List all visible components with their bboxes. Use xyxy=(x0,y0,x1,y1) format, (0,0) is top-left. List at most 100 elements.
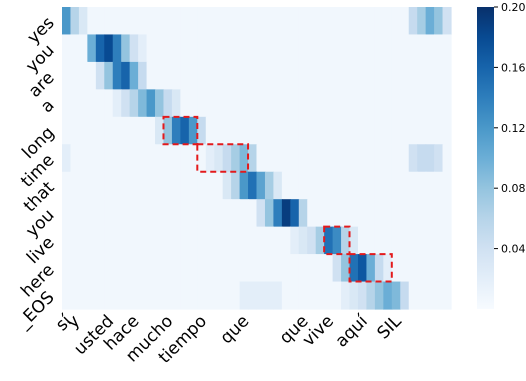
heatmap-cell xyxy=(349,281,359,310)
heatmap-cell xyxy=(231,7,241,36)
heatmap-cell xyxy=(349,144,359,173)
heatmap-cell xyxy=(248,144,258,173)
heatmap-cell xyxy=(357,144,368,173)
heatmap-cell xyxy=(171,281,181,310)
heatmap-cell xyxy=(366,116,376,145)
heatmap-cell xyxy=(281,171,291,200)
heatmap-cell xyxy=(70,171,80,200)
heatmap-cell xyxy=(273,171,283,200)
heatmap-cell xyxy=(163,254,173,283)
heatmap-cell xyxy=(222,226,232,255)
heatmap-cell xyxy=(146,61,156,90)
heatmap-cell xyxy=(324,199,334,228)
heatmap-cell xyxy=(112,226,122,255)
heatmap-cell xyxy=(273,7,283,36)
heatmap-cell xyxy=(374,7,384,36)
heatmap-cell xyxy=(171,226,181,255)
heatmap-cell xyxy=(205,144,215,173)
heatmap-cell xyxy=(442,89,452,118)
heatmap-cell xyxy=(400,254,410,283)
heatmap-cell xyxy=(214,281,224,310)
colorbar-tick-label: 0.04 xyxy=(501,243,526,256)
heatmap-cell xyxy=(383,116,393,145)
heatmap-cell xyxy=(78,61,88,90)
heatmap-cell xyxy=(146,254,156,283)
heatmap-cell xyxy=(357,226,368,255)
heatmap-cell xyxy=(146,171,156,200)
x-tick-label: que xyxy=(217,311,254,348)
heatmap-cell xyxy=(95,254,105,283)
heatmap-cell xyxy=(256,254,266,283)
heatmap-cell xyxy=(442,171,452,200)
heatmap-cell xyxy=(188,89,198,118)
heatmap-cell xyxy=(222,89,232,118)
heatmap-cell xyxy=(95,171,105,200)
heatmap-cell xyxy=(239,7,249,36)
heatmap-cell xyxy=(434,144,444,173)
heatmap-cell xyxy=(341,34,351,63)
heatmap-cell xyxy=(273,199,283,228)
heatmap-cell xyxy=(256,34,266,63)
heatmap-cell xyxy=(341,254,351,283)
heatmap-cell xyxy=(180,61,190,90)
colorbar-ticks: 0.04 0.08 0.12 0.16 0.20 xyxy=(494,1,526,256)
heatmap-cell xyxy=(290,89,300,118)
heatmap-cell xyxy=(256,116,266,145)
heatmap-cell xyxy=(62,171,72,200)
heatmap-cell xyxy=(273,281,283,310)
heatmap-cell xyxy=(104,254,114,283)
heatmap-cell xyxy=(138,226,148,255)
heatmap-cell xyxy=(248,226,258,255)
colorbar-tick-label: 0.08 xyxy=(501,182,526,195)
heatmap-cell xyxy=(180,254,190,283)
heatmap-cell xyxy=(307,226,317,255)
heatmap-cell xyxy=(332,281,342,310)
heatmap-cell xyxy=(298,89,308,118)
heatmap-cell xyxy=(417,254,427,283)
heatmap-cell xyxy=(197,7,207,36)
heatmap-cell xyxy=(290,226,300,255)
heatmap-cell xyxy=(417,144,427,173)
heatmap-cell xyxy=(434,254,444,283)
heatmap-cell xyxy=(70,7,80,36)
heatmap-cell xyxy=(138,34,148,63)
heatmap-cell xyxy=(95,226,105,255)
heatmap-cell xyxy=(188,226,198,255)
heatmap-cell xyxy=(222,199,232,228)
heatmap-cell xyxy=(231,144,241,173)
heatmap-cell xyxy=(290,61,300,90)
heatmap-cell xyxy=(256,61,266,90)
heatmap-cell xyxy=(112,281,122,310)
heatmap-cell xyxy=(205,7,215,36)
heatmap-cell xyxy=(400,199,410,228)
heatmap-cell xyxy=(256,199,266,228)
heatmap-cell xyxy=(222,116,232,145)
heatmap-cell xyxy=(78,171,88,200)
heatmap-cell xyxy=(425,199,435,228)
heatmap-cell xyxy=(138,171,148,200)
heatmap-cell xyxy=(400,144,410,173)
heatmap-cell xyxy=(62,254,72,283)
heatmap-cell xyxy=(146,199,156,228)
heatmap-cell xyxy=(222,7,232,36)
y-tick-label: a xyxy=(37,95,59,117)
heatmap-cell xyxy=(104,34,114,63)
heatmap-cell xyxy=(324,171,334,200)
heatmap-cell xyxy=(104,89,114,118)
heatmap-cell xyxy=(434,116,444,145)
heatmap-cell xyxy=(171,171,181,200)
heatmap-cell xyxy=(163,226,173,255)
heatmap-cell xyxy=(205,254,215,283)
heatmap-cell xyxy=(112,89,122,118)
heatmap-cell xyxy=(180,116,190,145)
heatmap-cell xyxy=(214,89,224,118)
heatmap-cell xyxy=(307,89,317,118)
heatmap-cell xyxy=(163,116,173,145)
heatmap-cell xyxy=(197,61,207,90)
heatmap-cell xyxy=(70,34,80,63)
heatmap-cell xyxy=(70,61,80,90)
heatmap-cell xyxy=(197,226,207,255)
heatmap-cell xyxy=(112,171,122,200)
heatmap-cell xyxy=(341,171,351,200)
heatmap-cell xyxy=(298,281,308,310)
